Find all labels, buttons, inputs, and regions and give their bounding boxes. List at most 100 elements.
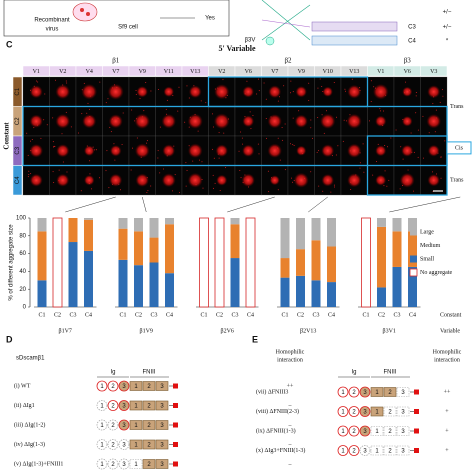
domain-label: 3 xyxy=(401,390,405,396)
aggregate-blob xyxy=(107,83,124,100)
aggregate-blob xyxy=(213,113,230,130)
x-axis-label: Constant xyxy=(440,312,462,318)
speck xyxy=(132,147,134,149)
region-label: FNIII xyxy=(143,370,156,376)
speck xyxy=(349,114,351,116)
speck xyxy=(89,160,91,162)
bar-segment xyxy=(280,258,290,278)
speck xyxy=(293,180,295,182)
fn-domain xyxy=(142,420,156,430)
speck xyxy=(422,115,424,117)
aggregate-blob xyxy=(320,113,336,129)
aggregate-blob xyxy=(29,85,43,99)
speck xyxy=(252,115,254,117)
interaction-label: Homophilic xyxy=(276,349,305,355)
speck xyxy=(89,108,91,110)
bar-segment xyxy=(68,242,78,307)
tag xyxy=(414,409,419,414)
speck xyxy=(37,81,39,83)
side-label: Trans xyxy=(450,178,464,184)
x-tick-label: C1 xyxy=(119,312,126,318)
x-tick-label: C3 xyxy=(312,312,319,318)
aggregate-blob xyxy=(214,84,230,100)
speck xyxy=(370,100,372,102)
legend-label: No aggregate xyxy=(420,270,452,276)
speck xyxy=(147,190,149,192)
speck xyxy=(376,161,378,163)
speck xyxy=(386,185,388,187)
speck xyxy=(185,162,187,164)
ig-domain xyxy=(348,425,360,437)
speck xyxy=(277,100,279,102)
bar-segment xyxy=(296,249,305,276)
legend-label: Small xyxy=(420,256,434,262)
bar-segment xyxy=(296,218,305,250)
fn-domain xyxy=(155,381,169,391)
no-aggregate-bar xyxy=(199,217,209,308)
domain-label: 2 xyxy=(111,384,115,390)
speck xyxy=(94,149,96,151)
domain-label: 1 xyxy=(100,384,104,390)
speck xyxy=(413,151,415,153)
bar-segment xyxy=(377,287,386,307)
speck xyxy=(277,147,279,149)
aggregate-blob xyxy=(375,115,387,127)
speck xyxy=(188,97,190,99)
speck xyxy=(172,94,174,96)
speck xyxy=(107,98,109,100)
virus-icon xyxy=(72,2,98,22)
speck xyxy=(356,121,358,123)
no-aggregate-bar xyxy=(52,217,63,308)
fn-domain xyxy=(396,445,410,456)
speck xyxy=(213,187,215,189)
variable-label: V2 xyxy=(218,69,225,75)
speck xyxy=(308,100,310,102)
aggregate-blob xyxy=(56,173,70,187)
ig-domain xyxy=(96,439,108,450)
domain-label: 1 xyxy=(134,384,138,390)
speck xyxy=(218,157,220,159)
speck xyxy=(193,85,195,87)
speck xyxy=(117,118,119,120)
group-label: β2V13 xyxy=(300,328,316,334)
speck xyxy=(325,110,327,112)
speck xyxy=(194,113,196,115)
aggregate-blob xyxy=(134,143,150,159)
ig-domain xyxy=(107,400,119,411)
speck xyxy=(52,171,54,173)
aggregate-blob xyxy=(296,145,307,156)
group-label: β1 xyxy=(112,57,120,65)
variable-label: V11 xyxy=(164,69,174,75)
ig-domain xyxy=(118,458,130,470)
domain-label: 3 xyxy=(122,404,126,410)
speck xyxy=(122,112,124,114)
aggregate-blob xyxy=(322,86,333,97)
speck xyxy=(31,138,33,140)
x-tick-label: C4 xyxy=(409,312,416,318)
x-tick-label: C2 xyxy=(297,312,304,318)
fn-domain xyxy=(396,406,410,417)
fn-domain xyxy=(129,420,143,430)
speck xyxy=(121,144,123,146)
speck xyxy=(249,111,251,113)
ig-domain xyxy=(107,458,119,470)
fn-domain xyxy=(383,426,397,436)
speck xyxy=(166,155,168,157)
speck xyxy=(349,150,351,152)
aggregate-blob xyxy=(109,144,122,157)
speck xyxy=(29,89,31,91)
speck xyxy=(318,185,320,187)
speck xyxy=(88,183,90,185)
variable-label: V10 xyxy=(323,69,333,75)
result: – xyxy=(288,461,293,467)
speck xyxy=(80,190,82,192)
speck xyxy=(441,89,443,91)
row-label: (ii) ΔIg1 xyxy=(14,402,35,409)
ig-domain xyxy=(96,458,108,470)
region-label: Ig xyxy=(110,370,115,376)
speck xyxy=(87,102,89,104)
speck xyxy=(319,78,321,80)
aggregate-blob xyxy=(294,114,308,128)
speck xyxy=(213,126,215,128)
speck xyxy=(106,150,108,152)
